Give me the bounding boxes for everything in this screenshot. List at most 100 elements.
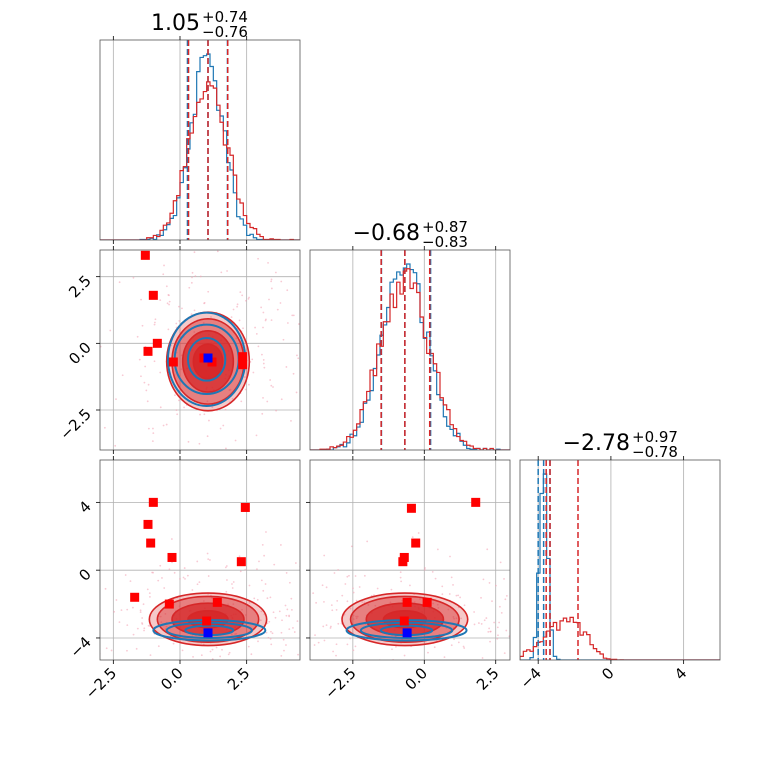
pair-3-2-sample [473,611,475,613]
pair-3-2-sample [409,584,411,587]
pair-3-1-sample [118,621,121,624]
pair-3-2-sample [496,637,499,640]
pair-3-1-sample [238,555,241,558]
pair-3-2-plot-area [310,460,510,660]
pair-2-1-sample [239,291,242,294]
pair-2-1-sample [255,434,258,437]
pair-3-2-sample [437,607,440,609]
diag-2-hist-blue [310,263,510,450]
pair-2-1-sample [252,371,255,374]
pair-3-1-sample [113,610,116,613]
pair-3-1-sample [219,655,222,658]
pair-2-1-blue-marker [203,353,213,363]
pair-3-1-sample [139,609,142,612]
pair-3-1-sample [269,596,272,599]
pair-2-1-sample [263,366,266,369]
pair-2-1-sample [178,305,180,308]
pair-3-2-sample [403,654,406,657]
pair-2-1-sample [270,280,273,283]
diag-3-hist-red [520,616,720,660]
pair-3-2-sample [453,638,455,641]
pair-2-1-sample [115,398,117,401]
pair-3-1-sample [126,649,128,652]
pair-2-1-sample [262,359,265,361]
pair-3-1-sample [267,636,270,639]
pair-2-1-sample [236,303,239,306]
pair-3-1-sample [142,603,145,606]
pair-3-1-blue-marker [203,628,213,638]
pair-2-1-sample [178,320,181,322]
pair-3-1-sample [206,552,209,555]
pair-3-1-sample [292,627,294,629]
pair-3-1-sample [136,627,139,630]
pair-3-1-sample [172,642,175,645]
pair-3-2-sample [390,588,393,591]
pair-3-1-red-marker [236,557,246,567]
pair-3-2-sample [325,624,328,627]
pair-3-2-red-marker [399,616,409,626]
pair-2-1-sample [275,409,278,412]
pair-3-2-sample [399,571,402,574]
pair-3-2-frame [309,459,511,661]
pair-3-2-sample [436,603,439,606]
pair-2-1-sample [146,400,149,403]
pair-3-1-sample [159,615,162,618]
pair-2-1-sample [167,294,170,296]
pair-2-1-sample [260,306,263,309]
pair-3-2-sample [481,657,484,659]
pair-3-1-sample [228,651,231,654]
pair-3-2-sample [411,536,414,539]
pair-3-1-sample [149,654,152,656]
pair-2-1-sample [165,423,168,426]
pair-3-2-sample [485,617,488,619]
pair-3-1-sample [265,531,267,533]
pair-3-1-red-marker [130,592,140,602]
diag-2-title-sup: +0.87 [422,218,468,236]
pair-2-1-red-marker [238,352,248,362]
pair-3-2-sample [498,621,501,624]
pair-3-1-sample [288,581,291,584]
pair-3-2-sample [441,585,444,588]
pair-3-1-sample [269,637,272,640]
pair-2-1-sample [251,358,254,361]
pair-2-1-sample [269,379,272,381]
pair-2-1-sample [190,281,193,284]
pair-3-1-sample [215,646,218,649]
pair-3-1-sample [248,602,251,604]
pair-2-1-sample [298,323,300,325]
pair-3-1-sample [285,614,288,617]
pair-3-2-sample [322,625,325,628]
pair-2-1-sample [262,396,264,399]
pair-2-1-sample [234,439,237,442]
pair-3-2-sample [499,561,502,564]
pair-3-1-sample [286,608,289,611]
pair-3-1-sample [266,597,269,600]
pair-3-1-sample [259,619,262,622]
pair-3-2-sample [356,615,359,618]
pair-2-1-red-marker [143,346,153,356]
pair-3-2-sample [427,651,429,654]
pair-3-2-sample [417,532,420,534]
pair-2-1-sample [187,440,190,443]
pair-3-2-sample [346,575,349,578]
pair-2-1-sample [168,303,170,306]
diag-2-frame [309,249,511,451]
pair-3-2-sample [401,599,404,602]
pair-3-1-sample [183,567,186,569]
pair-3-1-sample [146,588,149,591]
pair-3-2-sample [452,616,455,618]
pair-2-1-sample [163,264,165,267]
pair-2-1-sample [152,432,155,434]
pair-3-2-sample [313,644,316,646]
pair-3-2-sample [344,583,347,585]
diag-1-frame [99,39,301,241]
pair-3-1-sample [227,603,229,606]
pair-2-1-sample [262,362,265,365]
pair-2-1-sample [270,287,273,290]
pair-3-2-sample [348,574,350,577]
pair-3-2-sample [335,608,338,611]
pair-3-1-sample [225,590,228,593]
pair-2-1-sample [245,299,247,302]
pair-3-1-sample [264,583,267,585]
